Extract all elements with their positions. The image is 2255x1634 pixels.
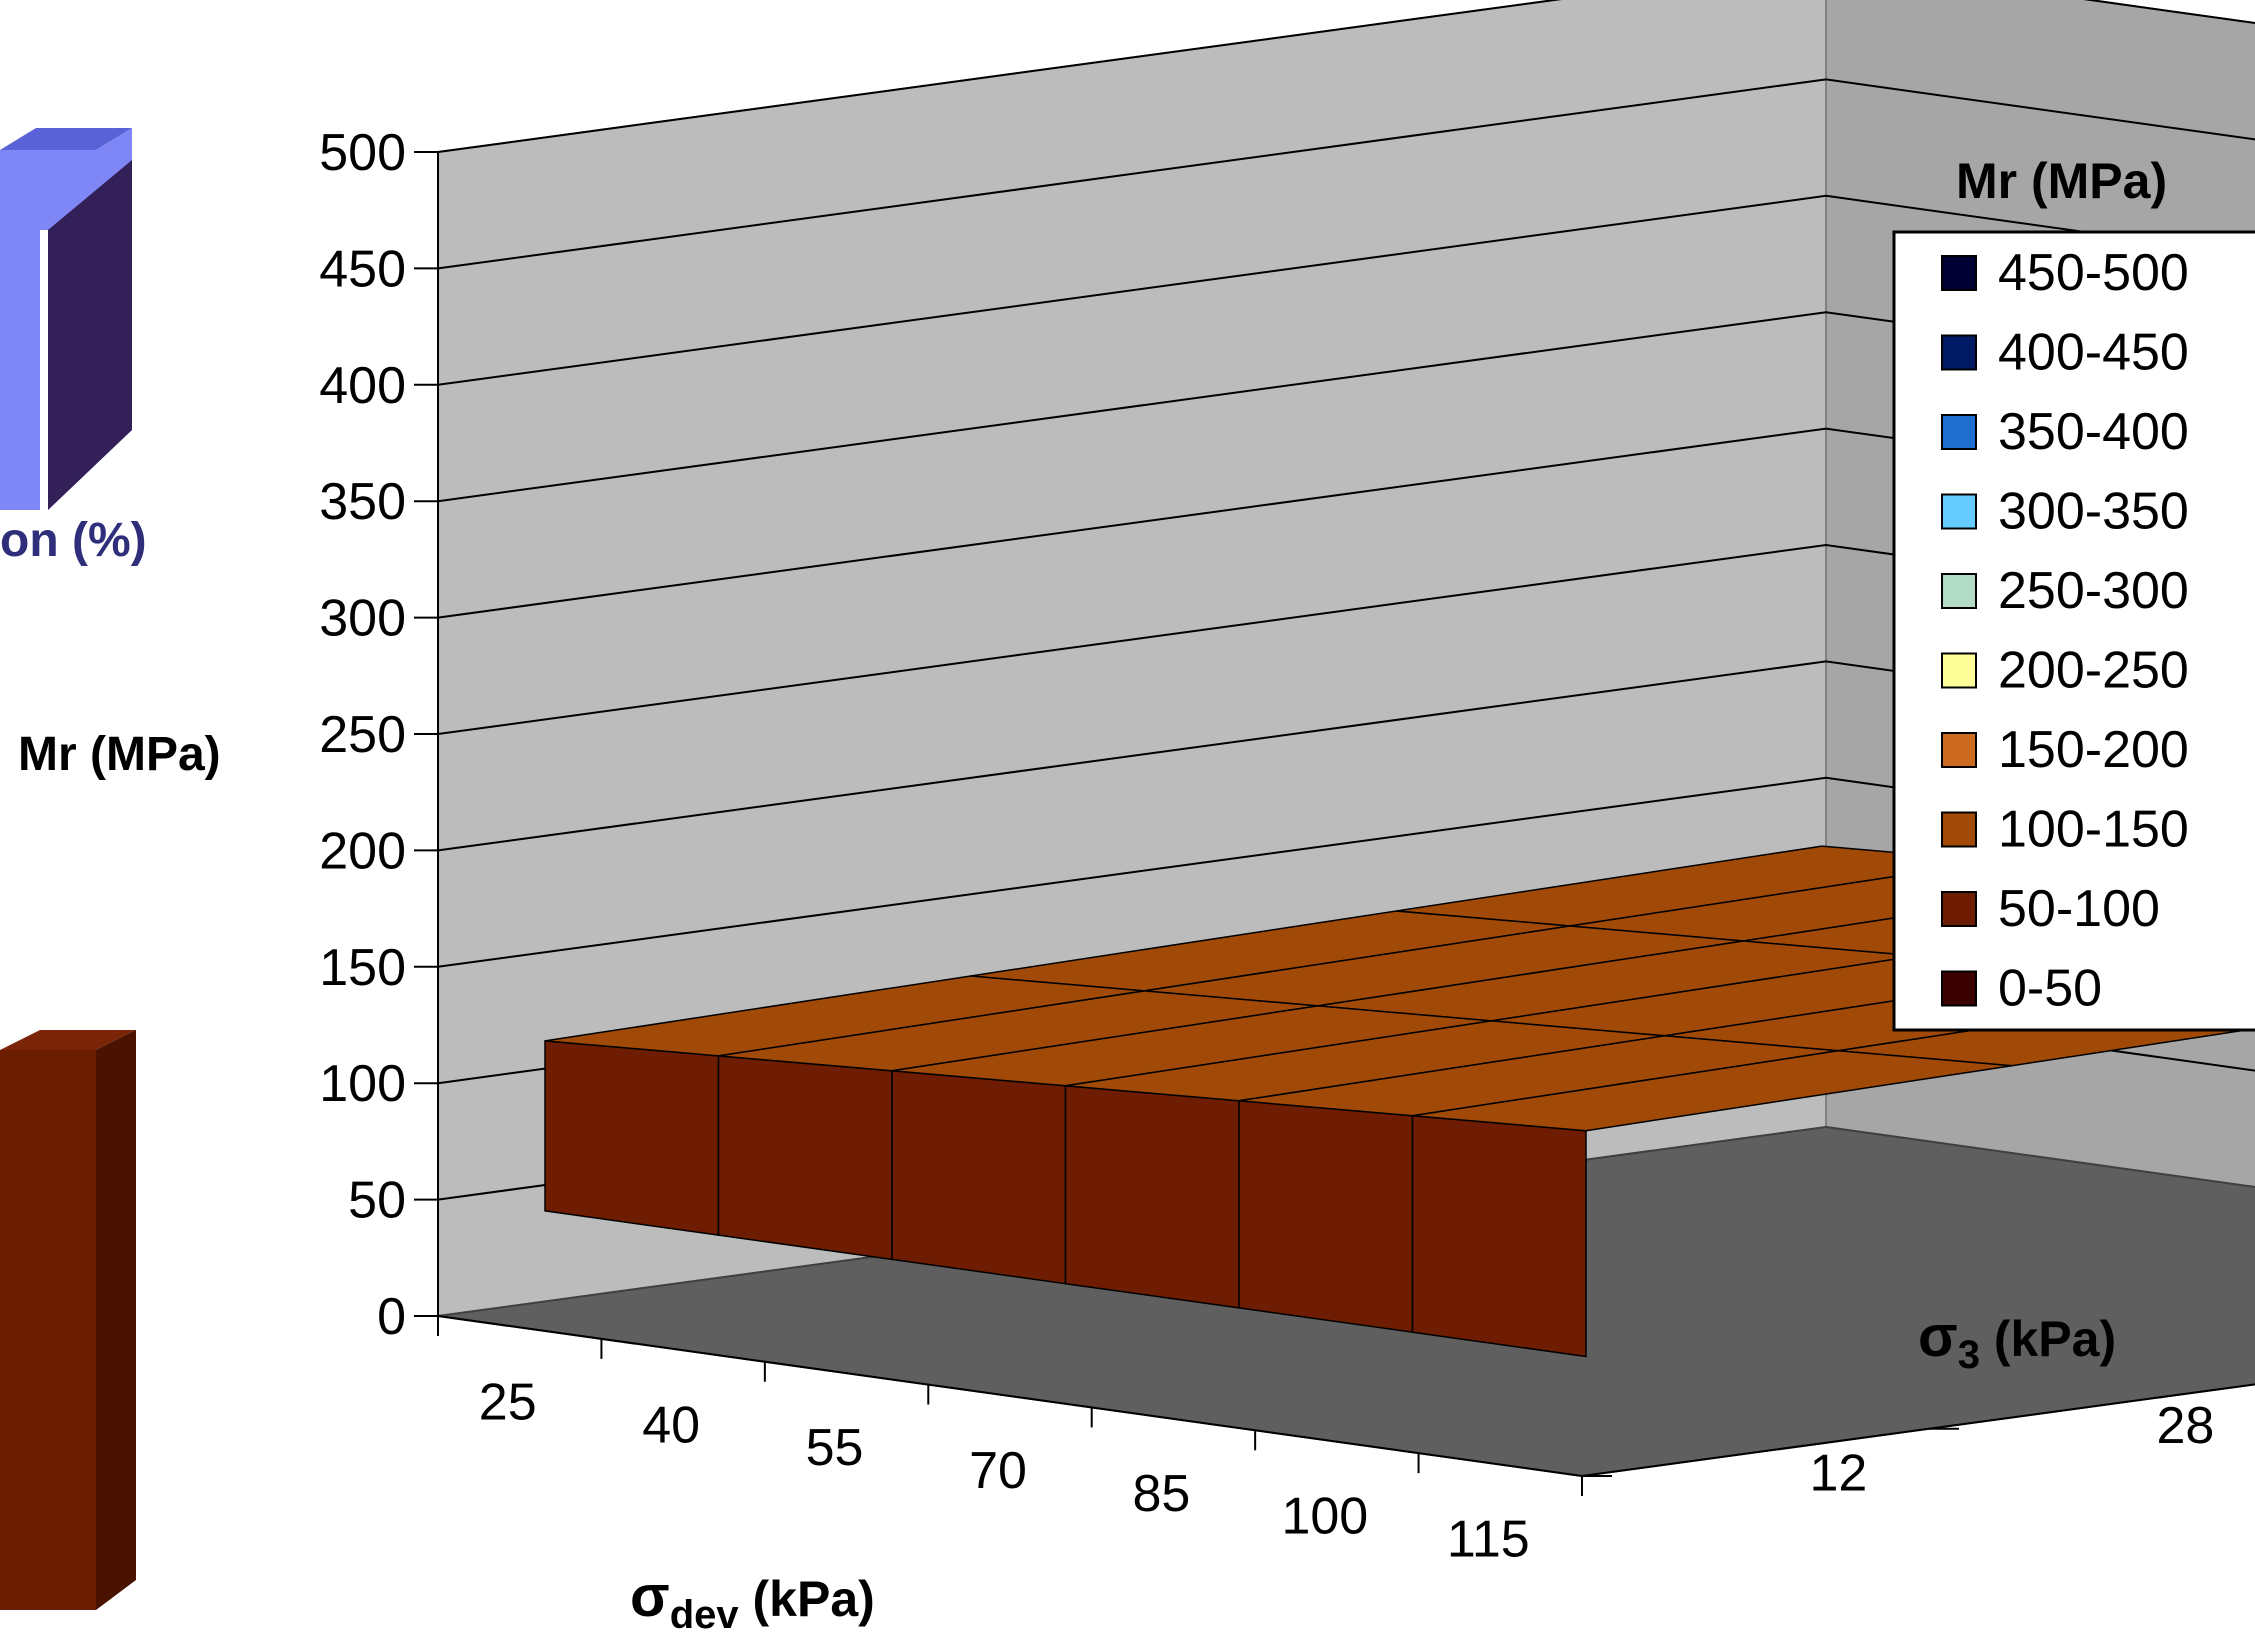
z-tick-label: 150 [319, 939, 406, 997]
y-axis-title-symbol: σ [1918, 1304, 1958, 1369]
z-axis: 0 50 100 150 200 250 300 350 400 450 500 [319, 124, 439, 1346]
gridline [437, 660, 2255, 852]
legend-label: 250-300 [1998, 562, 2189, 620]
x-tick-label: 100 [1281, 1488, 1368, 1546]
legend-item: 200-250 [1941, 642, 2189, 700]
y-axis-title-sub: 3 [1958, 1333, 1980, 1377]
gridline [437, 78, 2255, 270]
x-axis-title: σdev (kPa) [630, 1564, 875, 1634]
z-tick-label: 300 [319, 590, 406, 648]
legend-label: 200-250 [1998, 642, 2189, 700]
legend-swatch [1941, 573, 1977, 609]
z-tick-label: 350 [319, 473, 406, 531]
legend-label: 100-150 [1998, 801, 2189, 859]
x-axis: 25 40 55 70 85 100 115 [437, 1315, 1583, 1569]
legend-swatch [1941, 811, 1977, 848]
y-axis: 12284460 [1581, 1383, 2255, 1502]
left-fragment-bottom-bar [0, 1030, 136, 1610]
legend: 450-500 400-450 350-400 300-350 250-300 200-2… [1941, 244, 2189, 1018]
z-tick-label: 400 [319, 357, 406, 415]
legend-swatch [1941, 970, 1977, 1007]
x-tick-label: 40 [642, 1396, 700, 1454]
z-tick-label: 200 [319, 822, 406, 880]
legend-item: 50-100 [1941, 880, 2160, 938]
gridline [437, 543, 2255, 735]
x-tick-label: 115 [1447, 1511, 1530, 1569]
legend-item: 450-500 [1941, 244, 2189, 302]
gridline [437, 0, 2255, 153]
y-tick-label: 12 [1810, 1444, 1868, 1502]
surface-cell [1412, 1050, 2012, 1132]
x-axis-title-symbol: σ [630, 1564, 670, 1629]
z-tick-label: 250 [319, 706, 406, 764]
legend-swatch [1941, 493, 1977, 530]
legend-swatch [1941, 334, 1977, 371]
gridline [437, 427, 2255, 619]
z-tick-label: 0 [377, 1288, 406, 1346]
legend-label: 0-50 [1998, 960, 2102, 1018]
legend-label: 50-100 [1998, 880, 2160, 938]
surface-front-cell [1064, 1084, 1240, 1309]
x-tick-label: 85 [1133, 1465, 1191, 1523]
x-axis-title-rest: (kPa) [739, 1571, 875, 1627]
legend-item: 400-450 [1941, 324, 2189, 382]
y-axis-title-rest: (kPa) [1980, 1311, 2116, 1367]
surface-front-cell [891, 1069, 1067, 1285]
legend-swatch [1941, 414, 1977, 450]
left-fragment-top-label: on (%) [0, 514, 147, 567]
legend-swatch [1941, 891, 1977, 927]
left-axis-title: Mr (MPa) [18, 728, 221, 781]
surface-front-cell [1411, 1114, 1587, 1358]
legend-label: 350-400 [1998, 403, 2189, 461]
legend-label: 150-200 [1998, 721, 2189, 779]
legend-swatch [1941, 255, 1977, 291]
z-tick-label: 100 [319, 1055, 406, 1113]
z-tick-label: 50 [348, 1172, 406, 1230]
legend-item: 0-50 [1941, 960, 2102, 1018]
legend-label: 300-350 [1998, 483, 2189, 541]
legend-label: 400-450 [1998, 324, 2189, 382]
gridline [437, 311, 2255, 503]
legend-item: 100-150 [1941, 801, 2189, 859]
surface-front-cell [1238, 1099, 1414, 1334]
z-tick-label: 450 [319, 240, 406, 298]
y-tick-label: 28 [2157, 1397, 2215, 1455]
legend-label: 450-500 [1998, 244, 2189, 302]
gridline [437, 194, 2255, 386]
x-tick-label: 55 [806, 1419, 864, 1477]
surface-front-cell [717, 1055, 893, 1261]
legend-item: 300-350 [1941, 483, 2189, 541]
legend-swatch [1941, 652, 1977, 689]
legend-item: 250-300 [1941, 562, 2189, 620]
legend-item: 350-400 [1941, 403, 2189, 461]
y-axis-title: σ3 (kPa) [1918, 1304, 2116, 1377]
x-tick-label: 70 [969, 1442, 1027, 1500]
x-tick-label: 25 [479, 1373, 537, 1431]
y-axis-line [1581, 1383, 2255, 1477]
gridline [437, 776, 2255, 968]
x-axis-title-sub: dev [670, 1593, 740, 1634]
surface-front-cell [544, 1040, 720, 1236]
z-tick-label: 500 [319, 124, 406, 182]
legend-swatch [1941, 732, 1977, 768]
legend-title: Mr (MPa) [1956, 153, 2167, 209]
left-fragment-top-bar [0, 128, 132, 510]
legend-item: 150-200 [1941, 721, 2189, 779]
x-axis-line [437, 1315, 1583, 1477]
